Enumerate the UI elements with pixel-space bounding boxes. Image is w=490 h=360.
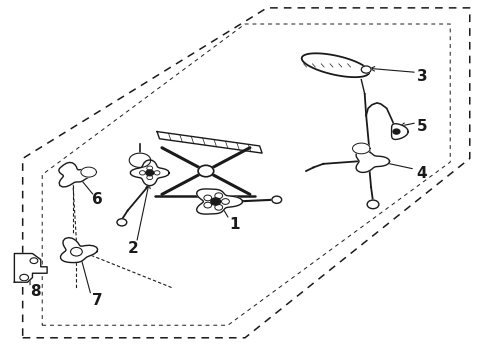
Polygon shape bbox=[61, 238, 98, 262]
Circle shape bbox=[147, 175, 153, 180]
Circle shape bbox=[204, 202, 212, 208]
Polygon shape bbox=[352, 143, 370, 154]
Text: 4: 4 bbox=[416, 166, 427, 181]
Circle shape bbox=[211, 198, 220, 205]
Text: 1: 1 bbox=[229, 217, 240, 232]
Circle shape bbox=[198, 165, 214, 177]
Text: 3: 3 bbox=[416, 68, 427, 84]
Circle shape bbox=[204, 195, 212, 201]
Circle shape bbox=[71, 247, 82, 256]
Polygon shape bbox=[129, 153, 151, 167]
Circle shape bbox=[30, 258, 38, 264]
Circle shape bbox=[117, 219, 127, 226]
Circle shape bbox=[215, 204, 222, 210]
Circle shape bbox=[147, 166, 153, 170]
Text: 7: 7 bbox=[92, 293, 103, 308]
Text: 6: 6 bbox=[92, 192, 103, 207]
Circle shape bbox=[221, 199, 229, 204]
Polygon shape bbox=[157, 132, 262, 153]
Polygon shape bbox=[392, 124, 408, 139]
Circle shape bbox=[393, 129, 400, 134]
Circle shape bbox=[146, 170, 154, 176]
Circle shape bbox=[140, 171, 146, 175]
Circle shape bbox=[20, 274, 28, 281]
Text: 2: 2 bbox=[128, 240, 139, 256]
Polygon shape bbox=[302, 53, 369, 77]
Polygon shape bbox=[356, 150, 390, 172]
Text: 8: 8 bbox=[30, 284, 41, 300]
Circle shape bbox=[367, 200, 379, 209]
Polygon shape bbox=[81, 167, 97, 177]
Circle shape bbox=[154, 171, 160, 175]
Polygon shape bbox=[14, 253, 47, 282]
Polygon shape bbox=[130, 160, 169, 186]
Circle shape bbox=[272, 196, 282, 203]
Text: 5: 5 bbox=[416, 119, 427, 134]
Circle shape bbox=[215, 193, 222, 199]
Polygon shape bbox=[196, 189, 243, 214]
Circle shape bbox=[361, 66, 371, 73]
Polygon shape bbox=[59, 162, 93, 187]
